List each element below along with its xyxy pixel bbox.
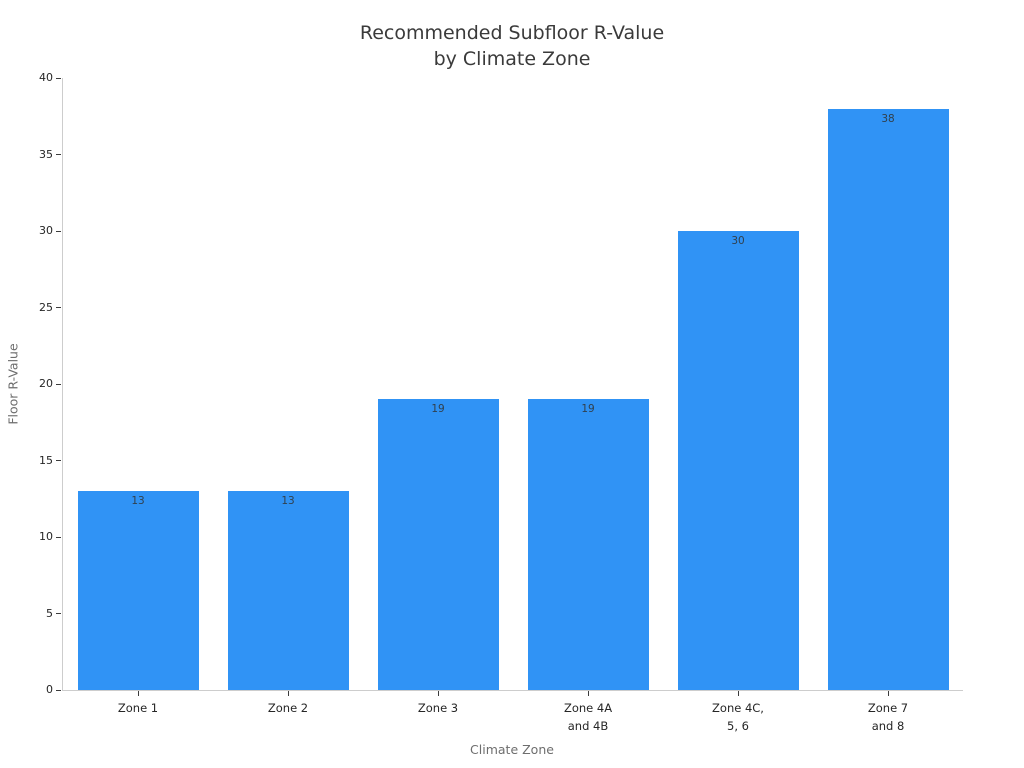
bar: 13 <box>227 491 349 690</box>
x-tick-label: Zone 4C, 5, 6 <box>712 701 764 733</box>
y-tick-mark <box>56 77 61 79</box>
y-tick-mark <box>56 689 61 691</box>
y-tick-mark <box>56 383 61 385</box>
bar-value-label: 19 <box>581 403 595 416</box>
y-tick-label: 40 <box>39 71 53 84</box>
chart-title-line2: by Climate Zone <box>433 48 591 70</box>
plot-area: 0 5 10 15 20 25 30 35 40 13 13 19 19 30 38 Zone 1 Zone… <box>39 71 963 733</box>
x-axis-label: Climate Zone <box>470 742 554 757</box>
bar-value-label: 13 <box>281 495 295 508</box>
x-tick-mark <box>587 691 589 696</box>
y-tick-mark <box>56 536 61 538</box>
x-tick-label: Zone 7 and 8 <box>867 701 909 733</box>
y-tick-mark <box>56 307 61 308</box>
y-tick-mark <box>56 460 61 461</box>
y-tick-label: 35 <box>39 147 53 161</box>
y-tick-mark <box>56 230 61 232</box>
bar: 30 <box>677 231 799 690</box>
x-tick-mark <box>137 691 139 696</box>
y-tick-label: 20 <box>39 377 53 390</box>
y-tick-label: 15 <box>39 453 53 467</box>
bar: 38 <box>827 108 949 690</box>
y-tick-label: 0 <box>46 683 53 696</box>
y-tick-label: 10 <box>39 530 53 543</box>
x-tick-label: Zone 3 <box>417 701 459 715</box>
y-tick-label: 25 <box>39 300 53 314</box>
y-tick-label: 5 <box>46 606 53 620</box>
bar-value-label: 30 <box>731 235 745 247</box>
bar-value-label: 13 <box>131 495 145 508</box>
chart-title: Recommended Subfloor R-Value by Climate … <box>0 20 1024 72</box>
x-tick-mark <box>737 691 739 696</box>
y-tick-mark <box>56 154 61 155</box>
y-tick-mark <box>56 613 61 614</box>
bar: 13 <box>77 491 199 690</box>
bar-value-label: 19 <box>431 403 445 416</box>
bar: 19 <box>527 399 649 690</box>
x-tick-mark <box>437 691 439 696</box>
bar-value-label: 38 <box>881 112 895 125</box>
y-tick-label: 30 <box>39 224 53 237</box>
x-tick-mark <box>887 691 889 696</box>
x-tick-label: Zone 2 <box>267 701 309 715</box>
bar: 19 <box>377 399 499 690</box>
x-tick-mark <box>287 691 289 696</box>
x-tick-label: Zone 4A and 4B <box>563 701 613 733</box>
chart-title-line1: Recommended Subfloor R-Value <box>359 22 665 44</box>
x-tick-label: Zone 1 <box>117 701 159 715</box>
